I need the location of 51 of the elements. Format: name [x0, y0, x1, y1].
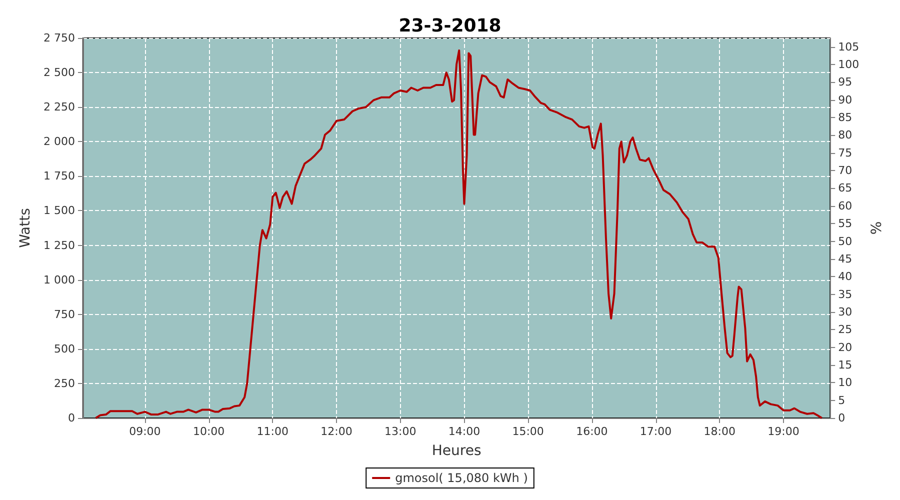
y-axis-title: Watts: [18, 208, 34, 248]
y2-tick-label: 50: [838, 234, 852, 248]
y2-tick-label: 90: [838, 93, 852, 106]
x-tick-label: 17:00: [640, 425, 672, 438]
x-tick-label: 19:00: [768, 425, 800, 438]
y-tick-label: 1 250: [44, 238, 75, 252]
y2-tick-label: 85: [838, 111, 852, 124]
x-tick-label: 10:00: [192, 425, 225, 438]
y2-axis-title: %: [869, 221, 885, 235]
x-axis-title: Heures: [432, 443, 482, 459]
legend-label: gmosol( 15,080 kWh ): [395, 471, 528, 485]
y2-tick-label: 30: [838, 305, 852, 318]
y2-tick-label: 80: [838, 128, 852, 142]
y-tick-label: 750: [54, 308, 75, 321]
y-tick-label: 2 750: [44, 32, 75, 44]
y2-tick-label: 40: [838, 270, 852, 284]
y2-tick-label: 100: [838, 58, 860, 72]
y2-tick-label: 25: [838, 323, 852, 336]
y-tick-label: 1 500: [44, 204, 75, 218]
chart-title: 23-3-2018: [398, 16, 502, 36]
y2-tick-label: 0: [838, 412, 846, 424]
y2-tick-label: 105: [838, 40, 860, 54]
y2-tick-label: 70: [838, 164, 852, 178]
y2-tick-label: 35: [838, 288, 852, 301]
y2-tick-label: 10: [838, 376, 852, 390]
y-tick-label: 500: [54, 342, 75, 356]
x-tick-label: 12:00: [320, 425, 352, 438]
y2-tick-label: 65: [838, 182, 852, 195]
x-tick-label: 18:00: [704, 425, 736, 438]
y2-tick-label: 60: [838, 199, 852, 212]
x-tick-label: 15:00: [512, 425, 544, 438]
x-tick-label: 09:00: [129, 425, 161, 438]
y2-tick-label: 20: [838, 340, 852, 354]
x-tick-label: 13:00: [384, 425, 416, 438]
y2-tick-label: 75: [838, 146, 852, 160]
y2-tick-label: 15: [838, 358, 852, 372]
y-tick-label: 2 500: [44, 66, 75, 80]
x-tick-label: 11:00: [256, 425, 288, 438]
y2-tick-label: 5: [838, 394, 846, 407]
x-tick-label: 16:00: [576, 425, 608, 438]
y-tick-label: 0: [68, 412, 75, 424]
y-tick-label: 2 250: [44, 100, 75, 114]
y-tick-label: 250: [54, 376, 75, 390]
line-series: [94, 49, 823, 419]
y2-tick-label: 55: [838, 217, 852, 230]
y-tick-label: 1 750: [44, 170, 75, 183]
y-tick-label: 2 000: [44, 135, 75, 148]
y2-tick-label: 45: [838, 252, 852, 266]
y-tick-label: 1 000: [44, 273, 75, 286]
x-tick-label: 14:00: [448, 425, 480, 438]
y2-tick-label: 95: [838, 76, 852, 89]
